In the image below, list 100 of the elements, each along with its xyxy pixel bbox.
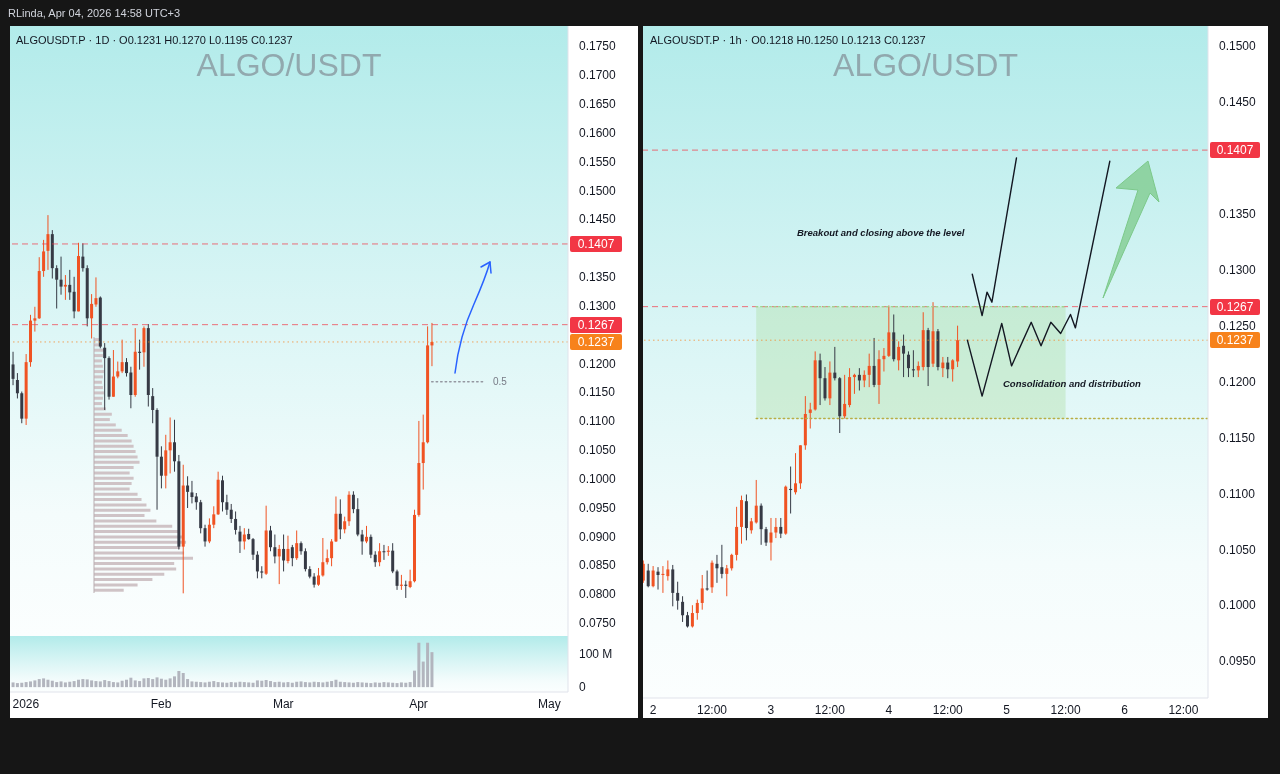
bar <box>94 391 104 395</box>
text: ALGOUSDT.P · 1D · O0.1231 H0.1270 L0.1195 C0.1237 <box>16 34 293 47</box>
y-tick-label: 0.1150 <box>1219 430 1256 445</box>
candlestick <box>168 416 172 474</box>
bar <box>238 681 242 688</box>
bar <box>199 682 203 688</box>
y-tick-label: 0.1350 <box>579 270 617 285</box>
bar <box>299 681 303 688</box>
candlestick <box>286 535 290 564</box>
candlestick <box>646 563 650 588</box>
x-tick-label: 12:00 <box>814 702 846 717</box>
candlestick <box>656 566 660 591</box>
candlestick <box>234 510 238 536</box>
candlestick <box>395 569 399 591</box>
candlestick <box>11 351 15 386</box>
bar <box>55 682 59 688</box>
y-tick-label: 0.1300 <box>1219 263 1257 278</box>
candlestick <box>55 264 59 310</box>
y-tick-label: 0.1150 <box>579 385 616 400</box>
x-tick-label: 12:00 <box>932 702 964 717</box>
x-tick-label: May <box>538 696 561 711</box>
candlestick <box>818 353 822 406</box>
bar <box>282 682 286 688</box>
candlestick <box>754 479 758 525</box>
candlestick <box>125 357 128 378</box>
candlestick <box>720 544 724 579</box>
bar <box>386 682 390 688</box>
candlestick <box>882 347 886 372</box>
bar <box>225 682 229 688</box>
ref-line-label: 0.1407 <box>1210 142 1260 159</box>
bar <box>212 681 216 688</box>
bar <box>164 679 168 688</box>
bar <box>317 682 320 688</box>
y-tick-label: 0.1700 <box>579 68 617 83</box>
candlestick <box>351 490 355 514</box>
candlestick <box>759 502 763 546</box>
bar <box>94 519 157 523</box>
bar <box>334 679 338 688</box>
candlestick <box>111 349 115 398</box>
bar <box>94 418 110 422</box>
candlestick <box>779 517 783 539</box>
candlestick <box>94 276 98 308</box>
bar <box>391 682 395 688</box>
candlestick <box>295 529 299 561</box>
bar <box>347 682 351 688</box>
candlestick <box>221 475 224 512</box>
bar <box>20 682 24 688</box>
y-tick-label: 0.0850 <box>579 558 617 573</box>
candlestick <box>251 537 255 561</box>
bar <box>404 682 408 688</box>
bar <box>94 412 112 416</box>
bar <box>369 683 373 688</box>
x-tick-label: 2026 <box>12 696 40 711</box>
ref-line-label: 0.1237 <box>570 333 622 350</box>
text: ALGOUSDT.P · 1h · O0.1218 H0.1250 L0.1213 C0.1237 <box>650 34 926 47</box>
bar <box>11 682 15 688</box>
x-tick-label: Feb <box>150 696 172 711</box>
candlestick <box>173 419 176 473</box>
bar <box>308 682 312 688</box>
bar <box>360 682 364 688</box>
candlestick <box>312 572 316 589</box>
y-tick-label: 0.1200 <box>579 356 617 371</box>
bar <box>59 681 63 688</box>
candlestick <box>774 517 778 539</box>
y-tick-label: 0.1750 <box>579 39 617 54</box>
y-tick-label: 0.1100 <box>1219 486 1256 501</box>
candlestick <box>330 538 334 567</box>
bar <box>194 681 198 688</box>
bar <box>356 682 360 688</box>
candlestick <box>186 475 190 509</box>
bar <box>42 678 46 688</box>
y-tick-label: 0.1500 <box>579 183 617 198</box>
bar <box>94 535 183 539</box>
candlestick <box>887 305 891 358</box>
bar <box>116 682 120 688</box>
bar <box>85 679 89 688</box>
candlestick <box>897 340 901 371</box>
bar <box>207 681 211 688</box>
bar <box>277 681 281 688</box>
bar <box>351 682 355 688</box>
bar <box>103 680 107 688</box>
candlestick <box>843 374 847 419</box>
bar <box>142 678 146 688</box>
bar <box>94 503 147 507</box>
bar <box>125 679 128 688</box>
y-tick-label: 0.1450 <box>579 212 617 227</box>
bar <box>111 682 115 688</box>
bar <box>273 682 277 688</box>
bar <box>94 487 130 491</box>
bar <box>373 682 377 688</box>
bar <box>269 681 272 688</box>
candlestick <box>404 580 408 599</box>
candlestick <box>212 505 216 529</box>
candlestick <box>103 342 107 411</box>
candlestick <box>715 554 719 584</box>
candlestick <box>789 466 793 515</box>
candlestick <box>369 534 373 559</box>
candlestick <box>238 525 242 554</box>
candlestick <box>946 356 950 379</box>
candlestick <box>408 569 412 589</box>
